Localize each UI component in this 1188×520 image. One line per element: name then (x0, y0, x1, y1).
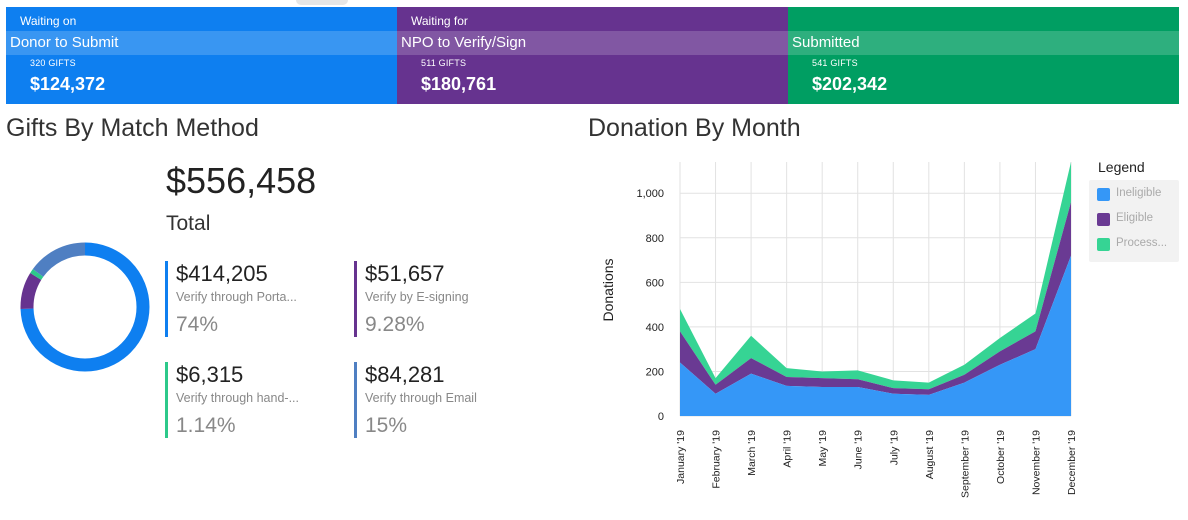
method-color-bar (165, 261, 168, 337)
method-percent: 15% (365, 414, 408, 437)
x-tick-label: November '19 (1030, 430, 1042, 495)
legend-item-processing[interactable]: Process... (1097, 235, 1179, 255)
match-method-donut-chart[interactable] (18, 240, 152, 374)
x-tick-label: July '19 (888, 430, 900, 465)
gifts-section-title: Gifts By Match Method (6, 114, 259, 142)
donation-by-month-chart: 0 200 400 600 800 1,000 January '19 February '1… (600, 162, 1078, 498)
status-card-amount: $202,342 (812, 74, 888, 94)
status-card-gift-count: 511 GIFTS (421, 58, 467, 68)
method-hand-delivery[interactable]: $6,315 Verify through hand-... 1.14% (165, 362, 348, 438)
total-amount: $556,458 (166, 160, 317, 201)
legend-title: Legend (1098, 159, 1145, 175)
legend-item-ineligible[interactable]: Ineligible (1097, 185, 1179, 205)
donation-chart-title: Donation By Month (588, 114, 801, 142)
method-amount: $51,657 (365, 261, 445, 286)
status-card-stage: Donor to Submit (10, 34, 119, 51)
x-tick-label: October '19 (995, 430, 1007, 484)
status-card-gift-count: 541 GIFTS (812, 58, 858, 68)
legend-label: Ineligible (1116, 187, 1162, 199)
method-color-bar (165, 362, 168, 438)
method-esigning[interactable]: $51,657 Verify by E-signing 9.28% (354, 261, 537, 337)
method-email[interactable]: $84,281 Verify through Email 15% (354, 362, 537, 438)
method-color-bar (354, 261, 357, 337)
y-tick-label: 200 (646, 366, 664, 378)
method-amount: $84,281 (365, 362, 445, 387)
y-axis-label: Donations (600, 258, 616, 321)
x-tick-label: January '19 (675, 430, 687, 484)
y-tick-label: 1,000 (636, 188, 664, 200)
status-card-stage: Submitted (792, 34, 860, 51)
status-card-amount: $180,761 (421, 74, 497, 94)
status-card-band (397, 31, 788, 55)
x-tick-label: December '19 (1066, 430, 1078, 495)
y-tick-label: 800 (646, 233, 664, 245)
status-card-stage: NPO to Verify/Sign (401, 34, 527, 51)
x-tick-label: August '19 (924, 430, 936, 479)
method-color-bar (354, 362, 357, 438)
method-percent: 74% (176, 313, 219, 336)
status-card-band (6, 31, 397, 55)
x-tick-label: April '19 (782, 430, 794, 468)
legend-swatch (1097, 213, 1110, 226)
method-percent: 9.28% (365, 313, 425, 336)
status-summary-bar: Waiting on Donor to Submit 320 GIFTS $12… (6, 7, 1179, 104)
y-tick-label: 600 (646, 277, 664, 289)
status-card-band (788, 31, 1179, 55)
chart-legend: Ineligible Eligible Process... (1089, 180, 1179, 262)
status-card-top-label: Waiting on (20, 14, 77, 28)
y-tick-label: 400 (646, 322, 664, 334)
donut-slice-3[interactable] (20, 242, 150, 372)
method-percent: 1.14% (176, 414, 236, 437)
method-portal[interactable]: $414,205 Verify through Porta... 74% (165, 261, 348, 337)
status-card-submitted[interactable]: Submitted 541 GIFTS $202,342 (788, 7, 1179, 104)
status-card-amount: $124,372 (30, 74, 106, 94)
legend-item-eligible[interactable]: Eligible (1097, 210, 1179, 230)
status-card-top-label: Waiting for (411, 14, 468, 28)
method-label: Verify by E-signing (365, 290, 469, 304)
status-card-gift-count: 320 GIFTS (30, 58, 76, 68)
x-tick-label: February '19 (711, 430, 723, 489)
total-label: Total (166, 212, 211, 235)
legend-label: Process... (1116, 237, 1168, 249)
area-series-ineligible[interactable] (680, 255, 1071, 416)
x-tick-label: September '19 (959, 430, 971, 498)
status-card-donor[interactable]: Waiting on Donor to Submit 320 GIFTS $12… (6, 7, 397, 104)
x-tick-label: June '19 (853, 430, 865, 470)
method-amount: $6,315 (176, 362, 244, 387)
method-label: Verify through Porta... (176, 290, 297, 304)
y-tick-label: 0 (658, 411, 664, 423)
method-label: Verify through hand-... (176, 391, 299, 405)
legend-swatch (1097, 188, 1110, 201)
top-tab-handle[interactable] (296, 0, 348, 5)
donut-slice-1[interactable] (20, 242, 150, 372)
legend-label: Eligible (1116, 212, 1154, 224)
method-label: Verify through Email (365, 391, 477, 405)
method-amount: $414,205 (176, 261, 268, 286)
status-card-npo[interactable]: Waiting for NPO to Verify/Sign 511 GIFTS… (397, 7, 788, 104)
x-tick-label: May '19 (817, 430, 829, 467)
x-tick-label: March '19 (746, 430, 758, 476)
legend-swatch (1097, 238, 1110, 251)
